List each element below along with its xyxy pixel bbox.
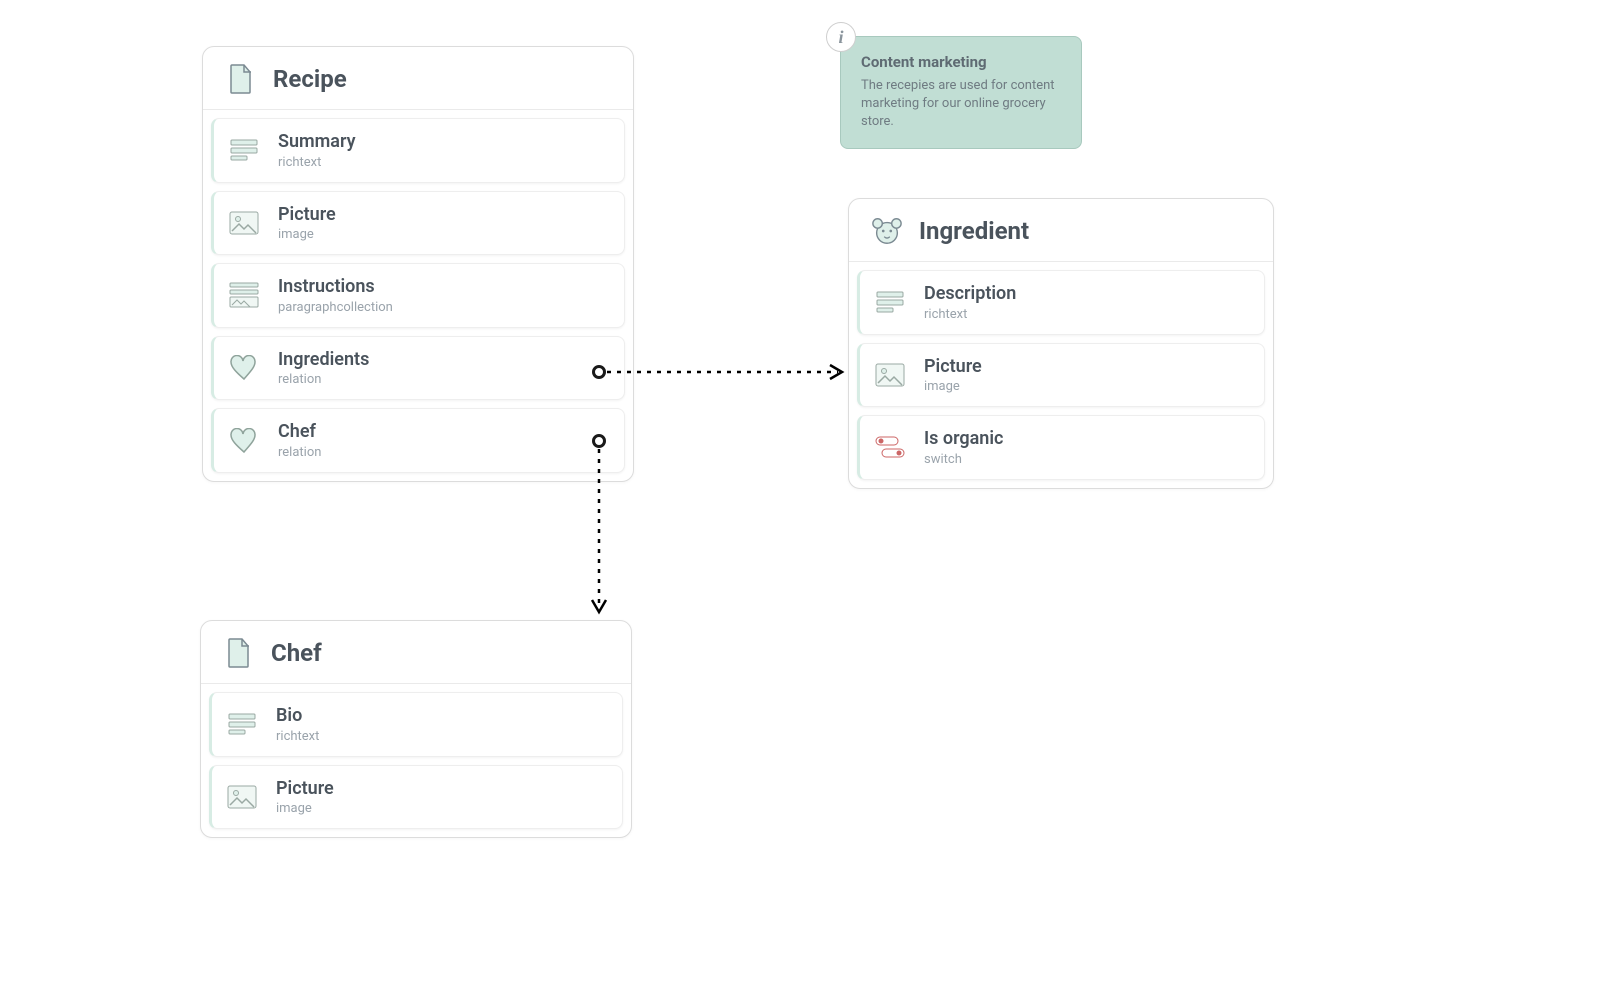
field-description[interactable]: Description richtext [857, 270, 1265, 335]
richtext-icon [874, 286, 906, 318]
richtext-icon [226, 708, 258, 740]
switch-icon [874, 431, 906, 463]
field-label: Is organic [924, 428, 1003, 450]
field-label: Picture [276, 778, 334, 800]
heart-icon [228, 352, 260, 384]
card-title: Chef [271, 639, 322, 667]
field-picture[interactable]: Picture image [209, 765, 623, 830]
field-picture[interactable]: Picture image [211, 191, 625, 256]
edge-recipe-chef-arrow [592, 600, 606, 612]
field-type: image [276, 801, 334, 816]
info-icon: i [826, 22, 856, 52]
field-ingredients[interactable]: Ingredients relation [211, 336, 625, 401]
field-label: Instructions [278, 276, 393, 298]
doc-icon [223, 637, 255, 669]
field-type: switch [924, 452, 1003, 467]
field-label: Summary [278, 131, 356, 153]
card-title: Ingredient [919, 217, 1029, 245]
image-icon [226, 781, 258, 813]
card-ingredient[interactable]: Ingredient Description richtext Picture … [848, 198, 1274, 489]
card-title: Recipe [273, 65, 347, 93]
paragraphcollection-icon [228, 279, 260, 311]
note-body: The recepies are used for content market… [861, 77, 1061, 132]
card-body: Description richtext Picture image Is [849, 262, 1273, 488]
field-type: relation [278, 445, 321, 460]
connector-dot-chef[interactable] [592, 434, 606, 448]
connector-dot-ingredients[interactable] [592, 365, 606, 379]
field-label: Bio [276, 705, 319, 727]
field-type: richtext [276, 729, 319, 744]
card-recipe[interactable]: Recipe Summary richtext Picture image [202, 46, 634, 482]
field-instructions[interactable]: Instructions paragraphcollection [211, 263, 625, 328]
image-icon [228, 207, 260, 239]
field-type: richtext [278, 155, 356, 170]
field-type: image [278, 227, 336, 242]
diagram-canvas: i Content marketing The recepies are use… [0, 0, 1600, 1000]
field-summary[interactable]: Summary richtext [211, 118, 625, 183]
field-type: relation [278, 372, 369, 387]
heart-icon [228, 425, 260, 457]
field-label: Picture [924, 356, 982, 378]
field-chef[interactable]: Chef relation [211, 408, 625, 473]
field-label: Description [924, 283, 1016, 305]
field-is-organic[interactable]: Is organic switch [857, 415, 1265, 480]
field-bio[interactable]: Bio richtext [209, 692, 623, 757]
card-body: Bio richtext Picture image [201, 684, 631, 837]
card-header: Recipe [203, 47, 633, 110]
card-header: Ingredient [849, 199, 1273, 262]
field-label: Ingredients [278, 349, 369, 371]
bear-icon [871, 215, 903, 247]
field-type: image [924, 379, 982, 394]
field-type: richtext [924, 307, 1016, 322]
field-label: Picture [278, 204, 336, 226]
card-body: Summary richtext Picture image Instruc [203, 110, 633, 481]
note-title: Content marketing [861, 53, 1061, 71]
field-label: Chef [278, 421, 321, 443]
doc-icon [225, 63, 257, 95]
field-type: paragraphcollection [278, 300, 393, 315]
card-header: Chef [201, 621, 631, 684]
card-chef[interactable]: Chef Bio richtext Picture image [200, 620, 632, 838]
image-icon [874, 359, 906, 391]
note-card[interactable]: i Content marketing The recepies are use… [840, 36, 1082, 149]
edge-recipe-ingredient-arrow [830, 365, 842, 379]
field-picture[interactable]: Picture image [857, 343, 1265, 408]
richtext-icon [228, 134, 260, 166]
